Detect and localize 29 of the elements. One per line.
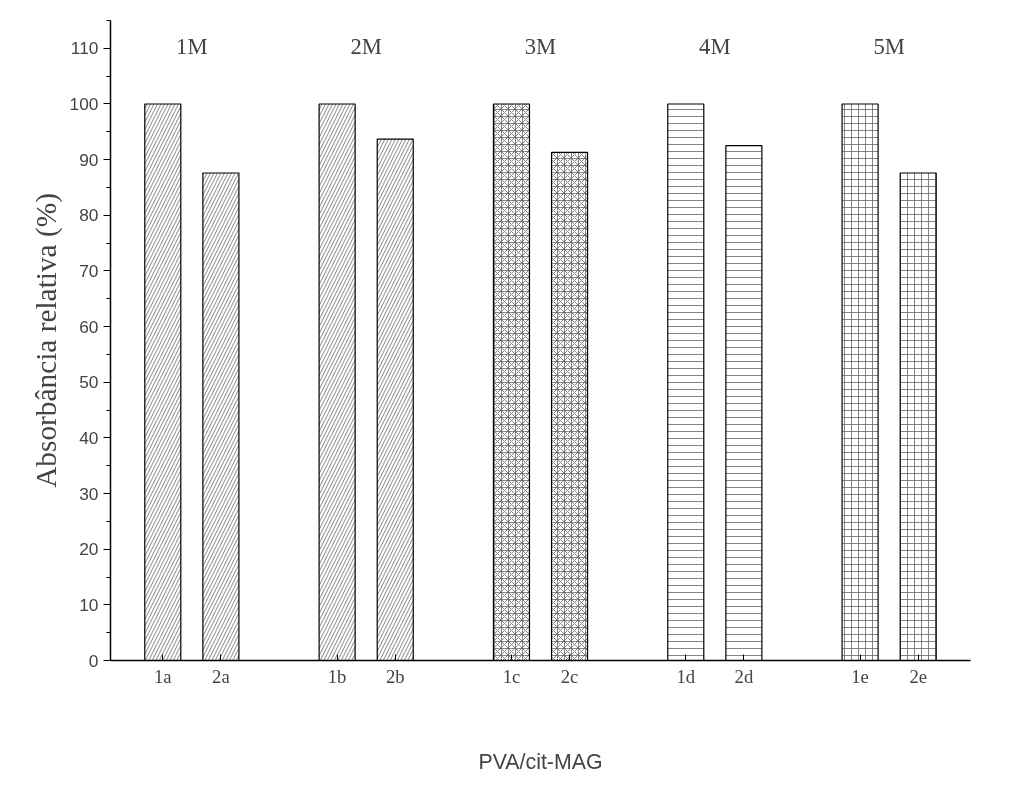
x-tick-label: 1c	[502, 665, 521, 687]
x-tick-label: 2d	[734, 665, 754, 687]
x-tick-label: 1a	[153, 665, 173, 687]
y-tick-label: 40	[79, 427, 99, 448]
annotation: 5M	[873, 34, 905, 60]
x-tick-label: 1b	[327, 665, 347, 687]
x-axis-title: PVA/cit-MAG	[478, 749, 603, 774]
x-tick-label: 2a	[212, 665, 231, 687]
y-tick-label: 110	[70, 38, 99, 59]
x-tick-label: 2b	[385, 665, 405, 687]
y-tick-label: 30	[79, 483, 99, 504]
x-tick-label: 2c	[560, 665, 579, 687]
y-tick-label: 10	[79, 594, 99, 615]
y-tick-label: 20	[79, 539, 99, 560]
y-tick-label: 90	[79, 149, 99, 170]
y-tick-label: 80	[79, 205, 99, 226]
annotation: 3M	[524, 34, 557, 60]
y-tick-label: 70	[79, 260, 99, 281]
x-tick-label: 2e	[909, 665, 928, 687]
annotation: 2M	[350, 34, 382, 60]
y-tick-label: 60	[79, 316, 99, 337]
x-tick-label: 1e	[851, 665, 869, 687]
y-tick-label: 0	[88, 650, 99, 671]
x-tick-label: 1d	[676, 665, 696, 687]
y-axis-title: Absorbância relativa (%)	[29, 193, 63, 488]
annotation: 4M	[699, 34, 731, 60]
y-tick-label: 50	[79, 372, 99, 393]
y-tick-label: 100	[69, 93, 99, 114]
annotation: 1M	[176, 34, 208, 60]
